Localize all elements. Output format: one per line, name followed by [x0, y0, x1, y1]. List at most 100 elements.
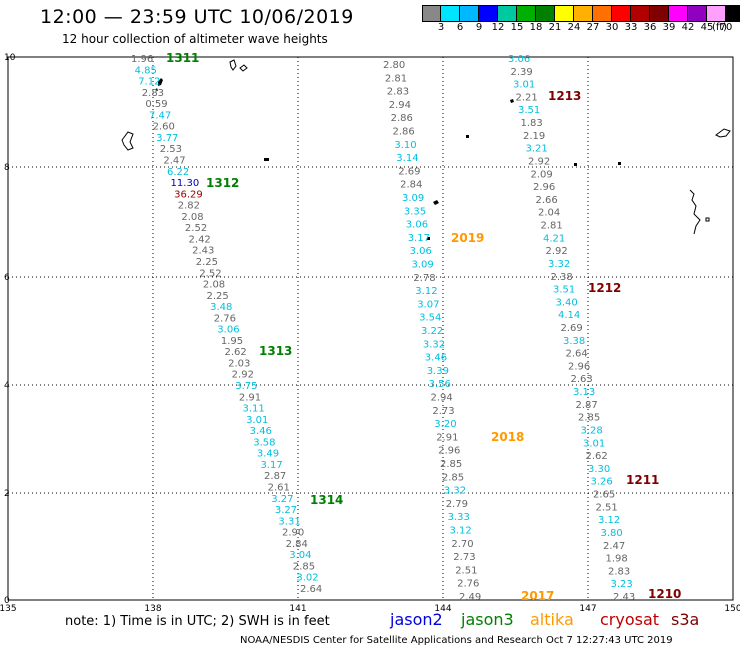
- legend-tick-label: 18: [529, 22, 543, 33]
- swh-value: 3.06: [410, 246, 432, 257]
- swh-value: 3.33: [448, 512, 470, 523]
- swh-value: 3.31: [278, 516, 300, 527]
- swh-value: 3.28: [581, 425, 603, 436]
- swh-value: 3.17: [260, 460, 282, 471]
- legend-tick-label: 70: [719, 22, 733, 33]
- swh-value: 2.42: [189, 234, 211, 245]
- track-label: 2019: [451, 231, 484, 245]
- island-outline: [229, 59, 248, 72]
- swh-value: 1.98: [606, 554, 628, 565]
- island-outline: [264, 158, 269, 161]
- swh-value: 2.63: [571, 374, 593, 385]
- swh-value: 3.51: [553, 285, 575, 296]
- swh-value: 3.14: [396, 153, 418, 164]
- footer-credit: NOAA/NESDIS Center for Satellite Applica…: [240, 635, 673, 646]
- swh-value: 2.94: [431, 393, 453, 404]
- swh-value: 2.49: [459, 592, 481, 603]
- swh-value: 3.32: [423, 339, 445, 350]
- legend-tick-label: 36: [643, 22, 657, 33]
- page-subtitle: 12 hour collection of altimeter wave hei…: [62, 32, 328, 46]
- track-label: 1212: [588, 281, 621, 295]
- swh-value: 2.79: [446, 499, 468, 510]
- swh-value: 2.73: [432, 406, 454, 417]
- swh-value: 4.85: [135, 65, 157, 76]
- swh-value: 3.27: [271, 494, 293, 505]
- swh-value: 3.32: [548, 259, 570, 270]
- swh-value: 2.51: [596, 502, 618, 513]
- swh-value: 2.47: [163, 155, 185, 166]
- y-axis-tick-label: 4: [4, 381, 10, 391]
- swh-value: 2.81: [385, 73, 407, 84]
- swh-value: 2.21: [516, 92, 538, 103]
- swh-value: 7.12: [138, 77, 160, 88]
- swh-value: 2.85: [442, 472, 464, 483]
- swh-value: 2.61: [268, 483, 290, 494]
- swh-value: 3.22: [421, 326, 443, 337]
- legend-tick-label: 45: [700, 22, 714, 33]
- legend-swatch: [479, 6, 498, 21]
- legend-swatch: [631, 6, 650, 21]
- legend-tick-label: 33: [624, 22, 638, 33]
- swh-value: 2.91: [239, 392, 261, 403]
- swh-value: 2.08: [181, 212, 203, 223]
- legend-tick-label: 39: [662, 22, 676, 33]
- legend-swatch: [726, 6, 740, 21]
- swh-value: 2.25: [196, 257, 218, 268]
- legend-swatch: [422, 6, 441, 21]
- swh-value: 36.29: [174, 189, 203, 200]
- swh-value: 2.96: [533, 182, 555, 193]
- swh-value: 2.84: [286, 539, 308, 550]
- swh-value: 3.06: [217, 325, 239, 336]
- legend-swatch: [555, 6, 574, 21]
- legend-tick-label: 9: [475, 22, 483, 33]
- swh-value: 3.38: [563, 336, 585, 347]
- track-label: 2017: [521, 589, 554, 603]
- swh-value: 2.92: [546, 246, 568, 257]
- swh-value: 3.51: [518, 105, 540, 116]
- x-axis-tick-label: 135: [0, 604, 17, 614]
- track-label: 1211: [626, 473, 659, 487]
- swh-value: 3.46: [250, 426, 272, 437]
- legend-swatch: [688, 6, 707, 21]
- map-grid: [7, 56, 734, 601]
- legend-swatch: [707, 6, 726, 21]
- swh-value: 2.83: [387, 87, 409, 98]
- swh-value: 3.06: [508, 54, 530, 65]
- swh-value: 3.23: [611, 579, 633, 590]
- swh-value: 2.39: [511, 67, 533, 78]
- swh-value: 2.62: [224, 347, 246, 358]
- swh-value: 2.85: [440, 459, 462, 470]
- island-outline: [155, 78, 163, 91]
- track-label: 1311: [166, 51, 199, 65]
- x-axis-tick-label: 141: [289, 604, 306, 614]
- swh-value: 3.12: [450, 526, 472, 537]
- legend-swatch: [650, 6, 669, 21]
- swh-value: 3.09: [412, 260, 434, 271]
- swh-value: 3.35: [404, 206, 426, 217]
- swh-value: 2.69: [398, 166, 420, 177]
- color-scale-unit: (ft): [712, 22, 728, 33]
- legend-tick-label: 24: [567, 22, 581, 33]
- swh-value: 2.64: [300, 584, 322, 595]
- swh-value: 2.70: [451, 539, 473, 550]
- swh-value: 2.53: [160, 144, 182, 155]
- legend-tick-label: 12: [491, 22, 505, 33]
- swh-value: 2.73: [453, 552, 475, 563]
- swh-value: 2.69: [561, 323, 583, 334]
- track-label: 1210: [648, 587, 681, 601]
- swh-value: 3.07: [417, 299, 439, 310]
- satellite-legend-item: jason2: [390, 610, 443, 629]
- swh-value: 6.22: [167, 167, 189, 178]
- swh-value: 3.48: [210, 302, 232, 313]
- x-axis-tick-label: 138: [144, 604, 161, 614]
- y-axis-tick-label: 8: [4, 163, 10, 173]
- swh-value: 2.09: [531, 169, 553, 180]
- y-axis-tick-label: 0: [4, 596, 10, 606]
- swh-value: 1.95: [221, 336, 243, 347]
- legend-swatch: [593, 6, 612, 21]
- land-outlines: [121, 59, 731, 240]
- x-axis-tick-label: 144: [434, 604, 451, 614]
- legend-tick-label: 42: [681, 22, 695, 33]
- track-label: 1313: [259, 344, 292, 358]
